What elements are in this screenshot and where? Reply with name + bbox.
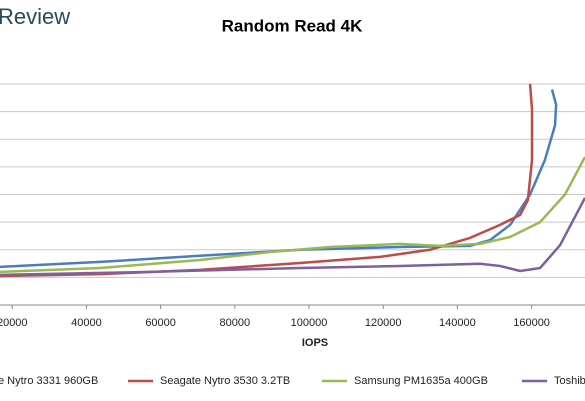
series-line	[0, 197, 585, 277]
series-line	[0, 89, 558, 269]
x-tick-label: 140000	[439, 317, 476, 329]
x-tick-label: 60000	[145, 317, 176, 329]
x-axis-label: IOPS	[302, 337, 328, 349]
legend-label: e Nytro 3331 960GB	[0, 375, 98, 387]
x-tick-label: 120000	[365, 317, 402, 329]
legend-label: Seagate Nytro 3530 3.2TB	[160, 375, 290, 387]
x-tick-label: 160000	[513, 317, 550, 329]
legend-label: Samsung PM1635a 400GB	[354, 375, 488, 387]
x-tick-label: 20000	[0, 317, 28, 329]
brand-logo: Review	[0, 4, 70, 29]
series-line	[0, 156, 585, 274]
x-tick-label: 40000	[71, 317, 102, 329]
legend-label: Toshib	[554, 375, 585, 387]
chart-title: Random Read 4K	[222, 16, 363, 35]
x-tick-label: 80000	[220, 317, 251, 329]
x-tick-label: 100000	[291, 317, 328, 329]
